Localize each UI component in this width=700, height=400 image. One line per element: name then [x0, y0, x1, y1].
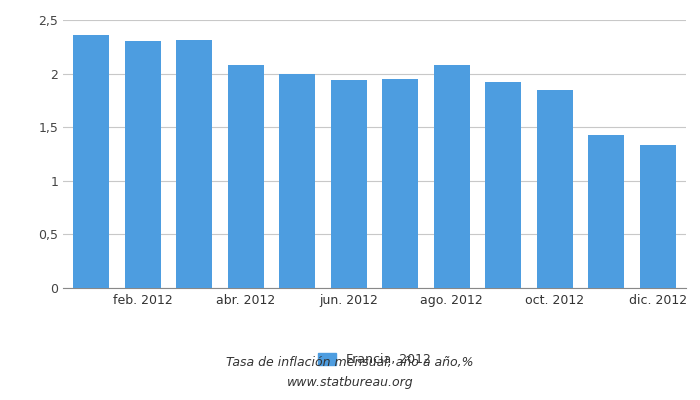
Bar	[228, 65, 264, 288]
Bar	[588, 135, 624, 288]
Bar	[176, 40, 212, 288]
Bar	[279, 74, 315, 288]
Bar	[125, 42, 161, 288]
Bar	[382, 79, 419, 288]
Bar	[74, 35, 109, 288]
Legend: Francia, 2012: Francia, 2012	[318, 353, 431, 366]
Bar	[330, 80, 367, 288]
Bar	[640, 146, 676, 288]
Bar	[434, 65, 470, 288]
Bar	[485, 82, 522, 288]
Bar	[537, 90, 573, 288]
Text: www.statbureau.org: www.statbureau.org	[287, 376, 413, 389]
Text: Tasa de inflación mensual, año a año,%: Tasa de inflación mensual, año a año,%	[226, 356, 474, 369]
